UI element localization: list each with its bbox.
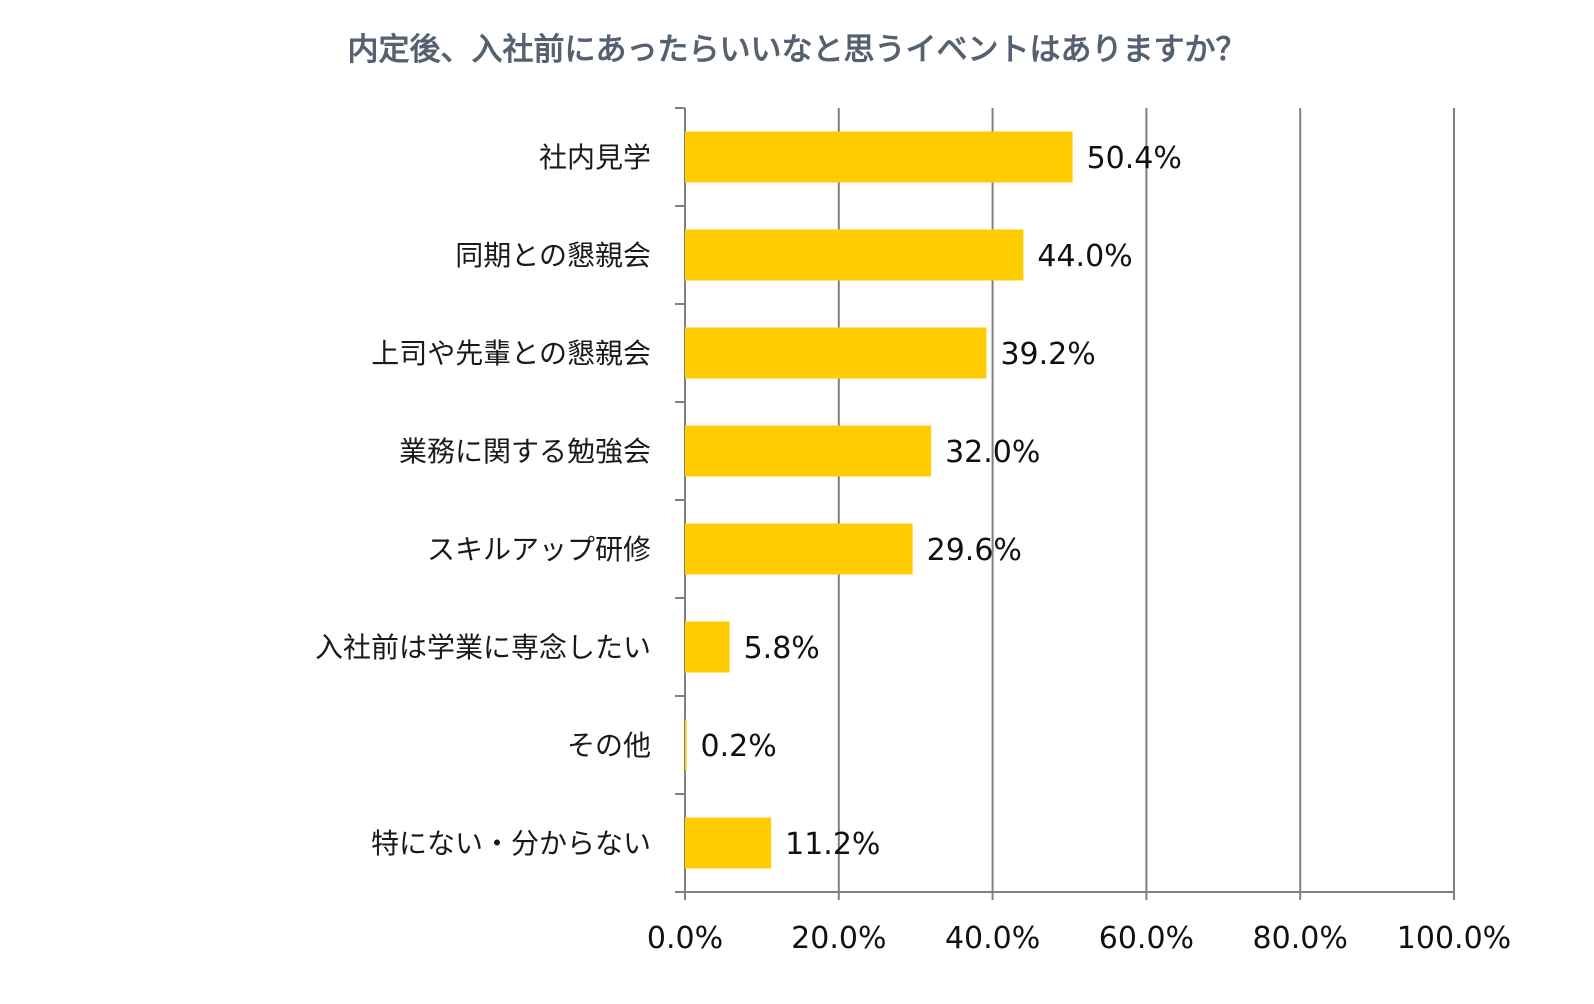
gridlines — [837, 108, 1455, 892]
chart-title: 内定後、入社前にあったらいいなと思うイベントはありますか？ — [348, 32, 1247, 68]
x-tick-label: 100.0% — [1397, 921, 1511, 956]
data-label: 50.4% — [1087, 141, 1182, 176]
data-label: 44.0% — [1037, 239, 1132, 274]
bar — [685, 621, 730, 673]
data-label: 32.0% — [945, 435, 1040, 470]
data-label: 39.2% — [1000, 337, 1095, 372]
data-label: 0.2% — [701, 729, 777, 764]
x-tick-label: 80.0% — [1253, 921, 1348, 956]
bar — [685, 131, 1073, 183]
category-label: 上司や先輩との懇親会 — [371, 337, 651, 370]
bar — [685, 229, 1024, 281]
bar — [685, 327, 987, 379]
category-label: 業務に関する勉強会 — [399, 435, 651, 468]
x-tick-label: 40.0% — [945, 921, 1040, 956]
data-label: 11.2% — [785, 827, 880, 862]
category-label: 同期との懇親会 — [455, 239, 651, 272]
x-tick-label: 0.0% — [647, 921, 723, 956]
value-labels: 50.4% 44.0% 39.2% 32.0% 29.6% 5.8% 0.2% 11.2% — [701, 141, 1182, 862]
axes — [675, 107, 1455, 900]
category-label: 特にない・分からない — [371, 827, 651, 860]
category-labels: 社内見学同期との懇親会上司や先輩との懇親会業務に関する勉強会スキルアップ研修入社… — [315, 141, 651, 860]
bar — [685, 719, 687, 771]
data-label: 5.8% — [744, 631, 820, 666]
category-label: 社内見学 — [539, 141, 651, 174]
category-label: 入社前は学業に専念したい — [315, 631, 651, 664]
x-tick-label: 60.0% — [1099, 921, 1194, 956]
category-label: その他 — [567, 729, 651, 762]
bar — [685, 817, 772, 869]
bar — [685, 523, 913, 575]
category-label: スキルアップ研修 — [427, 533, 651, 566]
x-tick-labels: 0.0% 20.0% 40.0% 60.0% 80.0% 100.0% — [647, 921, 1511, 956]
data-label: 29.6% — [927, 533, 1022, 568]
bars — [685, 131, 1073, 869]
x-tick-label: 20.0% — [791, 921, 886, 956]
bar — [685, 425, 932, 477]
